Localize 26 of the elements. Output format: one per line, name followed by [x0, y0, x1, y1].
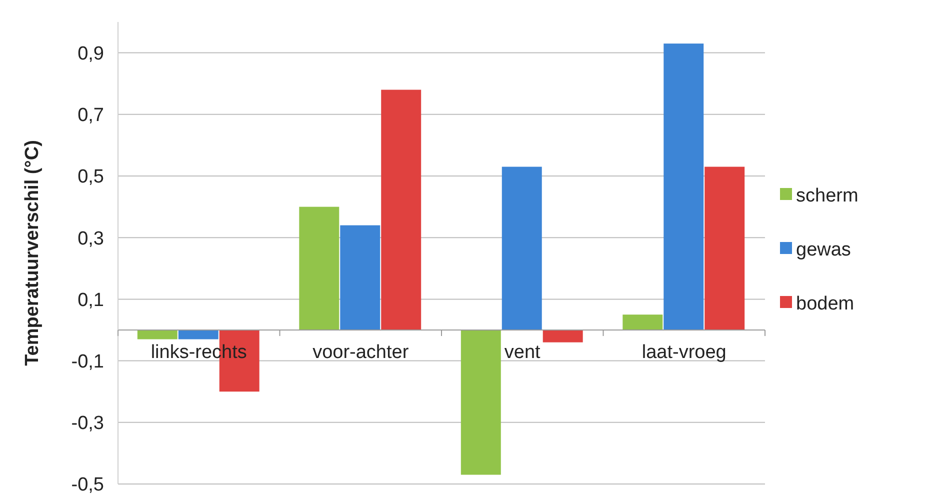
legend-label: bodem: [796, 294, 854, 315]
bar: [340, 225, 380, 330]
legend-label: scherm: [796, 186, 858, 207]
legend-label: gewas: [796, 240, 851, 261]
x-tick-label: vent: [504, 342, 542, 363]
bar: [381, 90, 422, 330]
y-tick-label: -0,1: [71, 351, 104, 372]
bar: [460, 330, 501, 475]
y-tick-label: 0,7: [78, 105, 104, 126]
bar: [664, 44, 704, 330]
bar: [502, 166, 542, 330]
x-tick-label: voor-achter: [312, 342, 410, 363]
bar: [178, 330, 218, 340]
y-tick-label: 0,9: [78, 43, 104, 64]
bar: [542, 330, 583, 342]
y-tick-label: -0,5: [71, 474, 104, 496]
y-tick-label: -0,3: [71, 413, 104, 434]
bar: [299, 206, 340, 330]
bar: [137, 330, 178, 340]
bar: [622, 314, 663, 330]
x-tick-label: laat-vroeg: [642, 342, 726, 363]
y-tick-label: 0,1: [78, 290, 104, 311]
bar: [704, 166, 745, 330]
y-tick-label: 0,5: [78, 166, 104, 188]
y-tick-label: 0,3: [78, 228, 104, 250]
y-axis-title: Temperatuurverschil (°C): [22, 140, 43, 366]
